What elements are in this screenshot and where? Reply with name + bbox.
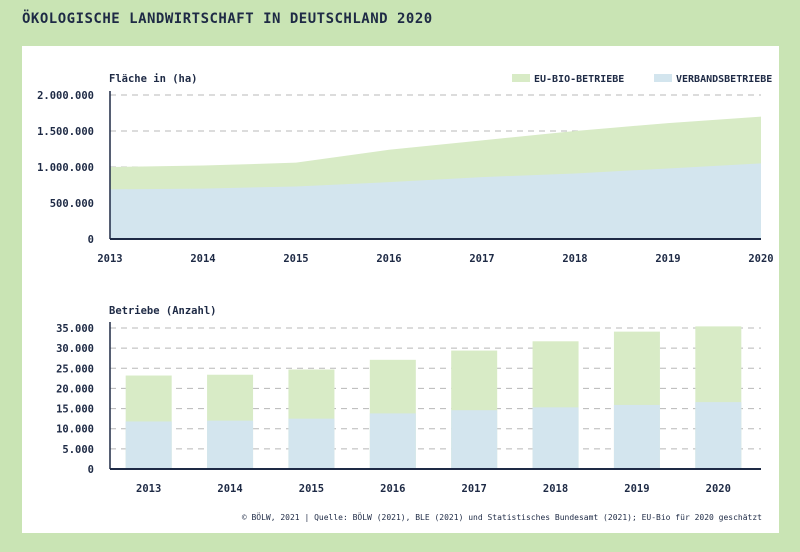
bar-verband [207,420,254,469]
area-x-tick-label: 2014 [190,253,215,265]
legend-swatch-verband [654,74,672,82]
bar-chart: 0 5.000 10.000 15.000 20.000 25.000 30.000 35.0… [56,322,761,495]
bar-verband [288,418,335,469]
area-x-tick-label: 2015 [283,253,308,265]
bar-y-tick-label: 30.000 [56,343,94,355]
bar-verband [695,402,742,469]
area-y-tick-label: 500.000 [50,198,94,210]
legend: EU-BIO-BETRIEBE VERBANDSBETRIEBE [512,74,772,85]
area-chart-ylabel: Fläche in (ha) [109,73,198,85]
bar-y-tick-label: 5.000 [62,444,94,456]
legend-label-eu-bio: EU-BIO-BETRIEBE [534,74,624,85]
chart-canvas: EU-BIO-BETRIEBE VERBANDSBETRIEBE Fläche … [37,73,774,522]
bar-x-tick-label: 2018 [543,483,568,495]
area-y-tick-label: 1.500.000 [37,126,94,138]
bar-verband [369,413,416,469]
area-chart: 0 500.000 1.000.000 1.500.000 2.000.000 2013 2… [37,90,774,265]
bar-y-tick-label: 20.000 [56,383,94,395]
bar-x-tick-label: 2014 [217,483,242,495]
bar-x-tick-label: 2016 [380,483,405,495]
bar-y-tick-label: 15.000 [56,404,94,416]
chart-title: ÖKOLOGISCHE LANDWIRTSCHAFT IN DEUTSCHLAN… [22,11,433,27]
bar-verband [613,404,660,469]
area-y-tick-label: 2.000.000 [37,90,94,102]
bar-chart-ylabel: Betriebe (Anzahl) [109,305,216,317]
bar-verband [451,410,498,469]
area-x-tick-label: 2017 [469,253,494,265]
bar-y-tick-label: 0 [88,464,94,476]
area-y-tick-label: 0 [88,234,94,246]
legend-swatch-eu-bio [512,74,530,82]
bar-verband [532,407,579,469]
bar-x-tick-label: 2017 [462,483,487,495]
area-x-tick-label: 2013 [97,253,122,265]
area-x-tick-label: 2019 [655,253,680,265]
area-x-tick-label: 2016 [376,253,401,265]
chart-panel: EU-BIO-BETRIEBE VERBANDSBETRIEBE Fläche … [22,46,779,533]
bar-y-tick-label: 10.000 [56,424,94,436]
bar-x-tick-label: 2015 [299,483,324,495]
bar-verband [125,421,172,469]
bar-y-tick-label: 25.000 [56,363,94,375]
source-footer: © BÖLW, 2021 | Quelle: BÖLW (2021), BLE … [242,512,762,522]
bar-x-tick-label: 2020 [706,483,731,495]
legend-label-verband: VERBANDSBETRIEBE [676,74,772,85]
area-series-verband [110,163,761,239]
area-y-tick-label: 1.000.000 [37,162,94,174]
bar-y-tick-label: 35.000 [56,323,94,335]
area-x-tick-label: 2020 [748,253,773,265]
bar-x-tick-label: 2019 [624,483,649,495]
bar-x-tick-label: 2013 [136,483,161,495]
area-x-tick-label: 2018 [562,253,587,265]
